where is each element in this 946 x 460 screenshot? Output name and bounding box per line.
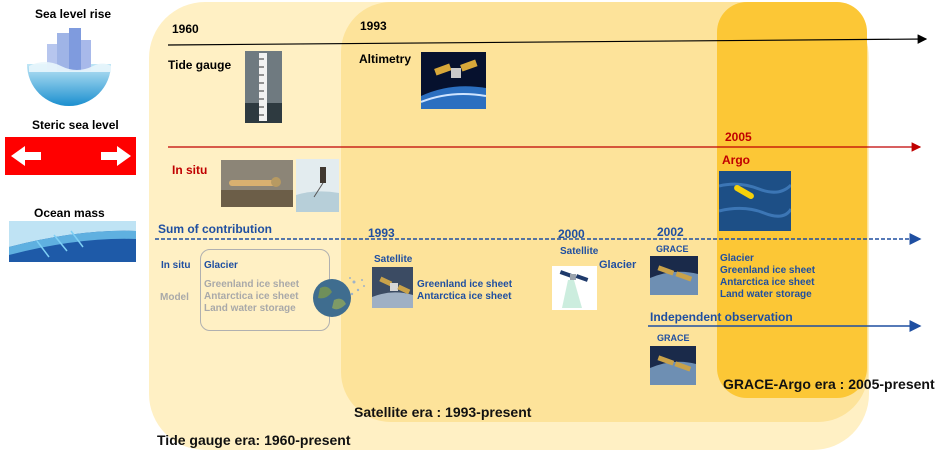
grace-independent-label: GRACE (657, 333, 690, 343)
steric-in-situ-label: In situ (172, 163, 208, 177)
in-situ-sampling-photo (296, 159, 339, 212)
sea-level-timeline-arrow (167, 34, 928, 46)
model-item: Land water storage (204, 303, 296, 314)
glacier-satellite-icon (552, 266, 597, 310)
satellite-1993-item: Greenland ice sheet (417, 279, 513, 290)
year-1993-altimetry: 1993 (360, 19, 387, 33)
model-item: Greenland ice sheet (204, 279, 300, 290)
altimetry-satellite-photo (421, 52, 486, 109)
grace-item: Greenland ice sheet (720, 265, 816, 276)
grace-item: Antarctica ice sheet (720, 277, 815, 288)
model-items-list: Greenland ice sheet Antarctica ice sheet… (204, 279, 299, 315)
sea-level-rise-label: Sea level rise (35, 7, 112, 21)
argo-label: Argo (722, 153, 750, 167)
earth-globe-icon (313, 277, 365, 317)
tide-gauge-era-label: Tide gauge era: 1960-present (157, 432, 351, 448)
mass-in-situ-label: In situ (161, 260, 191, 271)
tide-gauge-label: Tide gauge (168, 58, 232, 72)
satellite-2000-label: Satellite (560, 246, 599, 257)
model-item: Antarctica ice sheet (204, 291, 299, 302)
independent-observation-label: Independent observation (650, 310, 793, 324)
ocean-current-icon (9, 221, 136, 262)
year-2005: 2005 (725, 130, 752, 144)
glacier-2000-label: Glacier (599, 259, 637, 271)
tide-gauge-photo (245, 51, 282, 123)
satellite-1993-items: Greenland ice sheet Antarctica ice sheet (417, 279, 512, 303)
year-1960: 1960 (172, 22, 199, 36)
satellite-1993-item: Antarctica ice sheet (417, 291, 512, 302)
grace-satellite-photo-independent (650, 346, 696, 385)
grace-items-list: Glacier Greenland ice sheet Antarctica i… (720, 253, 815, 301)
year-2002: 2002 (657, 225, 684, 239)
city-flood-icon (27, 28, 111, 106)
sum-of-contribution-label: Sum of contribution (158, 222, 272, 236)
double-arrow-icon (11, 146, 131, 166)
grace-item: Land water storage (720, 289, 812, 300)
steric-banner (5, 137, 136, 175)
ocean-mass-label: Ocean mass (34, 206, 105, 220)
grace-argo-era-label: GRACE-Argo era : 2005-present (723, 376, 935, 392)
steric-sea-level-label: Steric sea level (32, 118, 119, 132)
altimetry-label: Altimetry (359, 52, 412, 66)
in-situ-glacier-label: Glacier (204, 260, 238, 271)
in-situ-instrument-photo (221, 160, 293, 207)
year-1993-mass: 1993 (368, 226, 395, 240)
grace-2002-label: GRACE (656, 244, 689, 254)
mass-model-label: Model (160, 292, 189, 303)
argo-float-photo (719, 171, 791, 231)
grace-satellite-photo (650, 256, 698, 295)
satellite-photo (372, 267, 413, 308)
grace-item: Glacier (720, 253, 754, 264)
satellite-1993-label: Satellite (374, 254, 413, 265)
year-2000: 2000 (558, 227, 585, 241)
satellite-era-label: Satellite era : 1993-present (354, 404, 532, 420)
